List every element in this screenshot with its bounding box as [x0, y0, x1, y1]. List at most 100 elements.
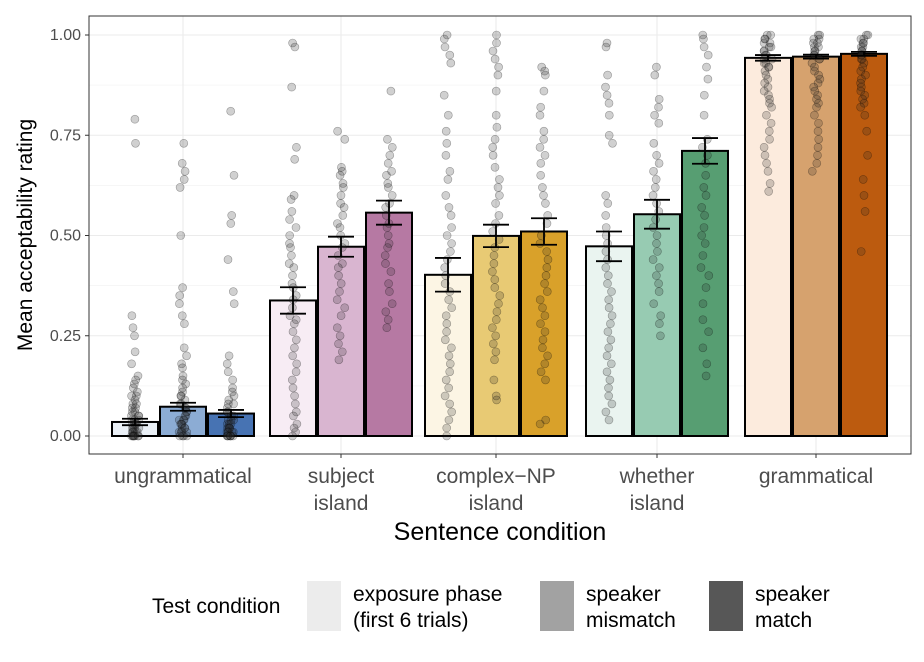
data-point: [542, 247, 552, 256]
data-point: [383, 135, 392, 144]
data-point: [292, 143, 301, 152]
data-point: [759, 38, 769, 48]
data-point: [814, 34, 824, 44]
data-point: [763, 167, 773, 176]
data-point: [291, 223, 301, 232]
data-point: [542, 263, 552, 272]
data-point: [446, 247, 455, 256]
data-point: [384, 239, 394, 248]
data-point: [334, 355, 344, 365]
data-point: [603, 255, 612, 264]
data-point: [223, 367, 233, 377]
data-point: [698, 343, 708, 353]
data-point: [490, 163, 500, 172]
data-point: [815, 74, 825, 84]
data-point: [760, 66, 770, 76]
data-point: [130, 379, 139, 389]
bar: [472, 234, 520, 437]
data-point: [540, 311, 550, 321]
data-point: [339, 203, 349, 212]
data-point: [541, 375, 550, 385]
data-point: [223, 423, 232, 433]
data-point: [810, 42, 819, 52]
data-point: [333, 219, 342, 228]
data-point: [765, 38, 775, 48]
data-point: [492, 122, 502, 132]
data-point: [386, 267, 396, 276]
data-point: [813, 78, 823, 88]
data-point: [698, 30, 708, 40]
data-point: [228, 431, 238, 441]
data-point: [856, 78, 865, 88]
data-point: [493, 70, 503, 80]
data-point: [129, 427, 138, 437]
data-point: [130, 395, 140, 405]
data-point: [180, 423, 189, 433]
data-point: [859, 191, 869, 200]
data-point: [290, 343, 299, 353]
data-point: [601, 191, 611, 200]
data-point: [442, 139, 452, 148]
data-point: [287, 207, 297, 216]
data-point: [174, 427, 184, 437]
data-point: [860, 110, 870, 120]
data-point: [656, 331, 665, 341]
data-point: [652, 271, 661, 280]
data-point: [760, 34, 770, 44]
data-point: [607, 311, 617, 321]
data-point: [603, 327, 613, 337]
data-point: [224, 351, 234, 361]
data-point: [223, 431, 232, 441]
data-point: [764, 90, 773, 100]
data-point: [495, 191, 504, 200]
data-point: [699, 183, 709, 192]
data-point: [445, 359, 455, 369]
data-point: [340, 303, 350, 313]
data-point: [383, 231, 393, 240]
data-point: [128, 431, 138, 441]
data-point: [490, 275, 500, 284]
legend-label: (first 6 trials): [353, 609, 469, 632]
data-point: [290, 42, 300, 52]
data-point: [222, 359, 232, 369]
data-point: [291, 407, 301, 417]
data-point: [813, 151, 822, 160]
data-point: [606, 335, 616, 345]
data-point: [288, 271, 297, 280]
data-point: [764, 42, 774, 52]
data-point: [810, 62, 819, 72]
data-point: [224, 427, 233, 437]
data-point: [131, 375, 140, 385]
data-point: [698, 315, 708, 325]
data-point: [224, 395, 234, 405]
data-point: [384, 279, 393, 288]
data-point: [601, 407, 611, 417]
data-point: [336, 311, 346, 321]
data-point: [181, 411, 191, 421]
data-point: [651, 215, 660, 224]
data-point: [764, 187, 774, 196]
data-point: [133, 387, 142, 397]
data-point: [444, 351, 454, 361]
data-point: [446, 211, 456, 220]
plot-border: [88, 15, 912, 455]
data-point: [386, 86, 396, 96]
data-point: [337, 163, 346, 172]
data-point: [815, 30, 825, 40]
data-point: [654, 279, 663, 288]
x-axis-title: Sentence condition: [394, 518, 607, 546]
legend-label: mismatch: [586, 609, 676, 632]
data-point: [289, 423, 299, 433]
bar: [365, 211, 413, 437]
data-point: [222, 427, 232, 437]
data-point: [177, 159, 187, 168]
data-point: [697, 231, 707, 240]
data-point: [439, 34, 449, 44]
data-point: [814, 118, 823, 128]
data-point: [385, 151, 395, 160]
x-tick-label: island: [630, 492, 685, 515]
data-point: [291, 315, 301, 325]
data-point: [133, 431, 143, 441]
y-tick-label: 0.75: [50, 127, 81, 144]
y-axis-title: Mean acceptability rating: [14, 119, 37, 351]
